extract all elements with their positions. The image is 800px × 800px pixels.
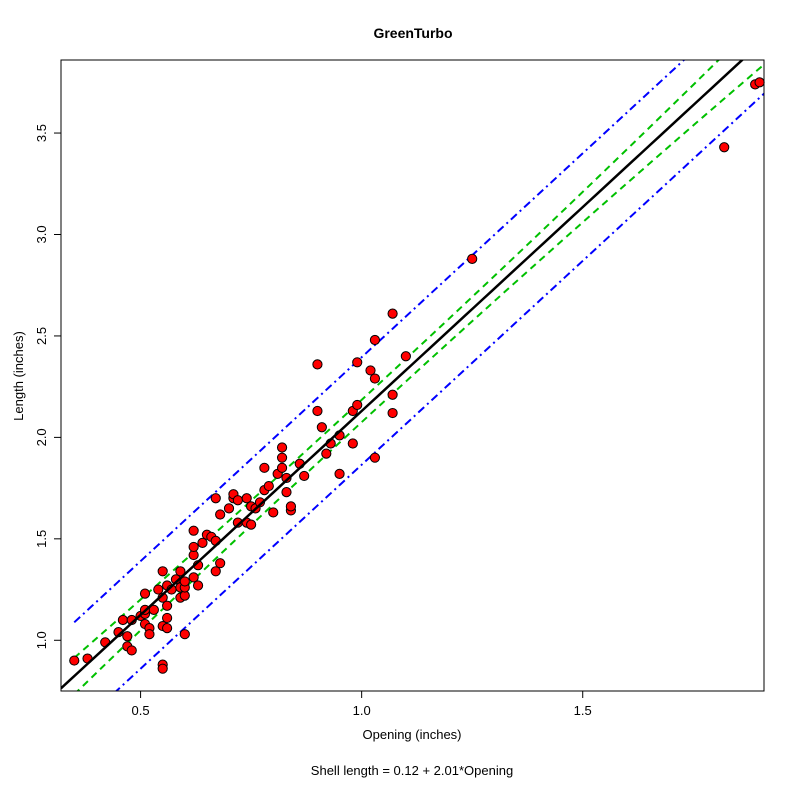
data-point (400, 351, 411, 362)
x-tick-label: 1.5 (574, 703, 592, 718)
data-point (246, 519, 257, 530)
fit-line-group (61, 60, 745, 690)
data-point (285, 501, 297, 512)
data-point (387, 308, 398, 319)
data-point (215, 509, 226, 520)
data-points (69, 77, 765, 674)
data-point (232, 495, 243, 506)
data-point (210, 566, 221, 577)
data-point (352, 399, 363, 411)
data-point (197, 537, 208, 548)
prediction-band-lower (114, 92, 764, 691)
y-tick-label: 2.5 (34, 327, 49, 345)
data-point (162, 623, 173, 634)
data-point (139, 588, 151, 599)
data-point (276, 462, 288, 473)
plot-frame (60, 59, 765, 692)
data-point (754, 77, 765, 88)
data-point (254, 497, 266, 508)
data-point (162, 612, 173, 624)
data-point (259, 462, 270, 473)
data-point (719, 142, 730, 153)
x-tick-label: 1.0 (353, 703, 371, 718)
data-point (334, 468, 345, 479)
data-point (215, 558, 226, 569)
prediction-band-upper (73, 60, 686, 624)
data-point (276, 452, 288, 463)
data-point (312, 405, 323, 417)
fit-line (61, 60, 745, 690)
y-axis-label: Length (inches) (11, 331, 26, 421)
data-point (352, 357, 363, 368)
data-point (312, 359, 323, 370)
data-point (299, 470, 310, 482)
y-tick-label: 3.5 (34, 124, 49, 142)
prediction-band (73, 60, 764, 691)
data-point (347, 438, 358, 449)
data-point (122, 631, 133, 642)
data-point (188, 572, 199, 583)
data-point (387, 407, 398, 419)
data-point (268, 507, 279, 518)
data-point (276, 442, 288, 453)
data-point (241, 493, 252, 504)
data-point (223, 503, 235, 514)
data-point (369, 334, 381, 346)
confidence-band-upper (73, 60, 721, 659)
data-point (179, 576, 190, 587)
data-point (144, 629, 155, 640)
x-tick-label: 0.5 (132, 703, 150, 718)
data-point (369, 452, 381, 463)
data-point (69, 655, 80, 666)
data-point (316, 422, 327, 433)
chart-title: GreenTurbo (373, 25, 452, 41)
data-point (210, 493, 221, 504)
data-point (387, 389, 398, 400)
data-point (321, 448, 332, 459)
data-point (117, 614, 129, 626)
y-tick-label: 3.0 (34, 225, 49, 243)
data-point (153, 584, 164, 595)
data-point (281, 487, 292, 498)
y-axis: 1.0 1.5 2.0 2.5 3.0 3.5 (34, 124, 61, 649)
data-point (467, 253, 478, 264)
y-tick-label: 1.5 (34, 530, 49, 548)
data-point (192, 580, 204, 591)
data-point (148, 604, 159, 615)
data-point (179, 629, 190, 640)
y-tick-label: 1.0 (34, 631, 49, 649)
data-point (369, 373, 381, 384)
data-point (281, 472, 292, 484)
x-axis: 0.5 1.0 1.5 (132, 691, 592, 718)
chart-caption: Shell length = 0.12 + 2.01*Opening (311, 763, 513, 778)
data-point (188, 541, 199, 553)
y-tick-label: 2.0 (34, 428, 49, 446)
data-point (157, 663, 168, 674)
data-point (157, 566, 168, 577)
data-point (365, 365, 376, 376)
x-axis-label: Opening (inches) (363, 727, 462, 742)
data-point (126, 645, 137, 656)
confidence-band (73, 60, 764, 691)
data-point (162, 600, 173, 611)
data-point (263, 480, 274, 492)
data-point (175, 566, 186, 577)
data-point (188, 525, 199, 536)
